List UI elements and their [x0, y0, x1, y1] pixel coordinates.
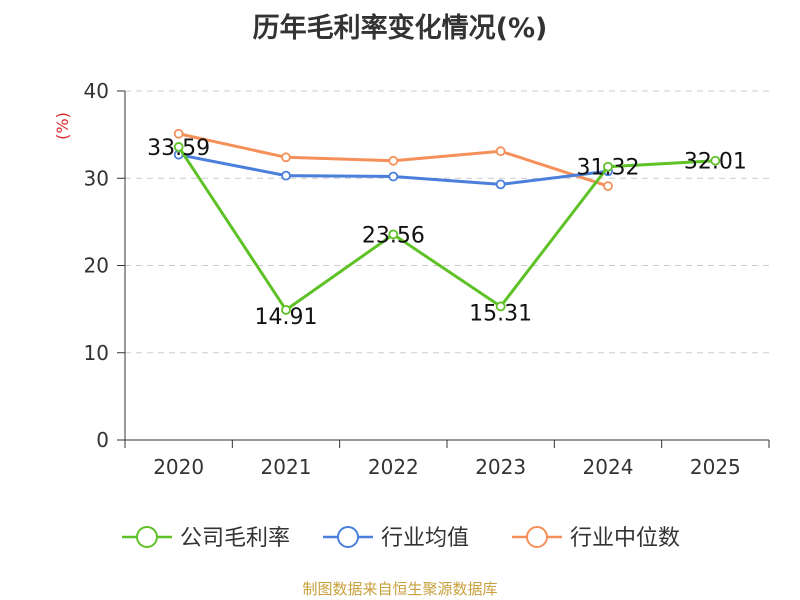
data-point [710, 155, 721, 166]
legend-marker [526, 526, 548, 548]
data-point [495, 146, 506, 157]
data-label: 15.31 [469, 301, 532, 326]
series-line [177, 146, 716, 312]
x-tick-label: 2021 [261, 455, 312, 479]
data-point [281, 305, 291, 315]
x-tick-label: 2020 [153, 455, 204, 479]
x-tick-label: 2024 [583, 455, 634, 479]
data-label: 23.56 [362, 223, 425, 248]
data-point [495, 301, 506, 312]
source-note: 制图数据来自恒生聚源数据库 [302, 580, 498, 598]
data-point [173, 142, 184, 152]
data-label: 14.91 [255, 305, 318, 330]
y-tick-label: 20 [84, 254, 109, 278]
data-point [495, 179, 506, 190]
y-tick-label: 40 [84, 79, 109, 103]
data-label: 32.01 [684, 150, 747, 175]
data-point [603, 161, 613, 172]
legend-label: 行业均值 [381, 526, 469, 551]
data-point [173, 128, 184, 139]
y-tick-label: 30 [84, 166, 109, 190]
data-point [388, 229, 399, 240]
legend-label: 行业中位数 [570, 526, 680, 551]
data-point [281, 152, 291, 163]
y-tick-label: 10 [84, 341, 109, 365]
x-tick-label: 2022 [368, 455, 419, 479]
data-label: 31.32 [577, 156, 640, 181]
data-point [281, 170, 291, 181]
data-label: 33.59 [147, 136, 210, 161]
data-point [388, 155, 399, 166]
y-tick-label: 0 [96, 428, 109, 452]
x-tick-label: 2023 [475, 455, 526, 479]
data-point [603, 181, 613, 192]
chart-title: 历年毛利率变化情况(%) [252, 13, 548, 44]
legend-label: 公司毛利率 [180, 526, 290, 551]
legend-marker [136, 526, 158, 548]
y-axis-label: (%) [53, 112, 72, 140]
data-point [388, 171, 399, 182]
x-tick-label: 2025 [690, 455, 741, 479]
legend-marker [337, 526, 359, 548]
